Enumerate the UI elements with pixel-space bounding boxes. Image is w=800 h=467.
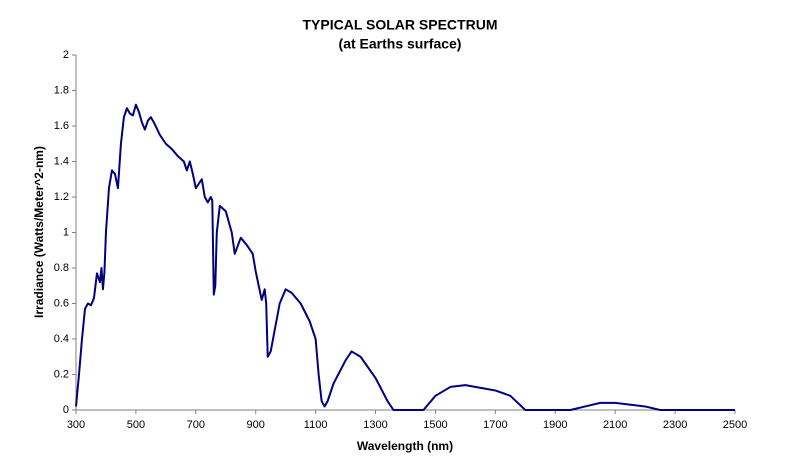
x-tick-label: 500 (127, 419, 145, 431)
y-tick-label: 0.4 (54, 333, 69, 345)
y-tick-label: 0.6 (54, 297, 69, 309)
x-axis-title: Wavelength (nm) (357, 439, 453, 453)
y-tick-label: 1.6 (54, 120, 69, 132)
x-tick-label: 1300 (363, 419, 387, 431)
y-tick-label: 0.2 (54, 368, 69, 380)
y-tick-label: 0 (63, 404, 69, 416)
x-tick-label: 1100 (304, 419, 328, 431)
x-tick-label: 300 (67, 419, 85, 431)
x-tick-label: 1900 (543, 419, 567, 431)
y-tick-label: 2 (63, 49, 69, 61)
y-tick-label: 1 (63, 226, 69, 238)
x-tick-label: 1700 (483, 419, 507, 431)
x-tick-label: 2300 (663, 419, 687, 431)
y-tick-label: 1.4 (54, 155, 69, 167)
line-series (75, 103, 735, 411)
x-tick-label: 700 (187, 419, 205, 431)
x-tick-label: 2100 (603, 419, 627, 431)
y-axis-title: Irradiance (Watts/Meter^2-nm) (32, 146, 46, 318)
x-tick-label: 900 (247, 419, 265, 431)
y-tick-label: 0.8 (54, 262, 69, 274)
chart-subtitle: (at Earths surface) (339, 36, 462, 52)
y-tick-label: 1.2 (54, 191, 69, 203)
chart-title: TYPICAL SOLAR SPECTRUM (303, 17, 498, 33)
x-tick-label: 1500 (423, 419, 447, 431)
y-tick-label: 1.8 (54, 84, 69, 96)
x-tick-label: 2500 (723, 419, 747, 431)
